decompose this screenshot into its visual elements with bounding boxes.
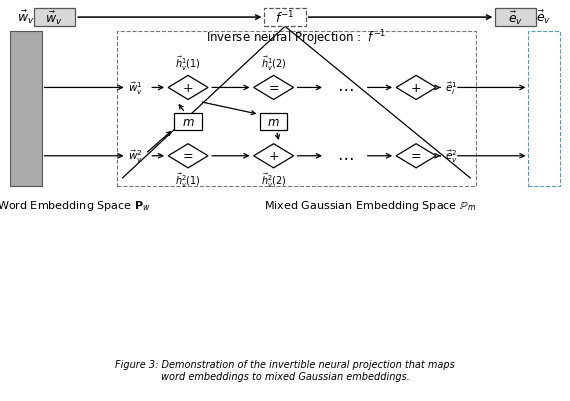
Polygon shape — [168, 76, 208, 100]
Text: +: + — [268, 150, 279, 163]
Bar — [528, 32, 560, 186]
Polygon shape — [254, 144, 294, 168]
Bar — [34, 9, 75, 27]
Text: +: + — [411, 82, 421, 95]
Text: $\vec{w}_v$: $\vec{w}_v$ — [17, 9, 34, 26]
Text: =: = — [183, 150, 193, 163]
Polygon shape — [396, 144, 436, 168]
Text: $\vec{h}_v^2(2)$: $\vec{h}_v^2(2)$ — [260, 172, 287, 190]
Text: $f^{-1}$: $f^{-1}$ — [275, 10, 295, 26]
Text: $\vec{h}_v^1(2)$: $\vec{h}_v^1(2)$ — [260, 55, 287, 73]
Text: Inverse neural Projection :  $f^{-1}$: Inverse neural Projection : $f^{-1}$ — [206, 28, 386, 48]
Text: =: = — [268, 82, 279, 95]
Bar — [10, 32, 42, 186]
Bar — [495, 9, 536, 27]
Polygon shape — [254, 76, 294, 100]
Text: +: + — [183, 82, 193, 95]
Text: Figure 3: Demonstration of the invertible neural projection that maps
word embed: Figure 3: Demonstration of the invertibl… — [115, 359, 455, 381]
Text: $\vec{w}_v$: $\vec{w}_v$ — [46, 9, 63, 27]
Bar — [264, 9, 306, 27]
Polygon shape — [168, 144, 208, 168]
Text: Word Embedding Space $\mathbf{P}_w$: Word Embedding Space $\mathbf{P}_w$ — [0, 198, 151, 213]
Text: Mixed Gaussian Embedding Space $\mathbb{P}_m$: Mixed Gaussian Embedding Space $\mathbb{… — [264, 198, 477, 213]
Bar — [260, 114, 287, 131]
Text: m: m — [182, 116, 194, 129]
Text: $\cdots$: $\cdots$ — [336, 79, 353, 97]
Text: =: = — [411, 150, 421, 163]
Text: $\vec{w}_v^1$: $\vec{w}_v^1$ — [128, 80, 143, 97]
Polygon shape — [396, 76, 436, 100]
Text: $\vec{h}_v^2(1)$: $\vec{h}_v^2(1)$ — [175, 172, 201, 190]
Text: $\vec{e}_i^1$: $\vec{e}_i^1$ — [445, 80, 457, 97]
Text: $\vec{e}_v$: $\vec{e}_v$ — [508, 9, 523, 27]
Bar — [117, 32, 476, 186]
Text: m: m — [268, 116, 279, 129]
Text: $\vec{e}_v$: $\vec{e}_v$ — [536, 9, 551, 26]
Text: $\vec{e}_v^2$: $\vec{e}_v^2$ — [445, 148, 458, 165]
Text: $\vec{w}_v^2$: $\vec{w}_v^2$ — [128, 148, 143, 165]
Text: $\cdots$: $\cdots$ — [336, 148, 353, 165]
Bar — [174, 114, 202, 131]
Text: $\vec{h}_v^1(1)$: $\vec{h}_v^1(1)$ — [175, 55, 201, 73]
